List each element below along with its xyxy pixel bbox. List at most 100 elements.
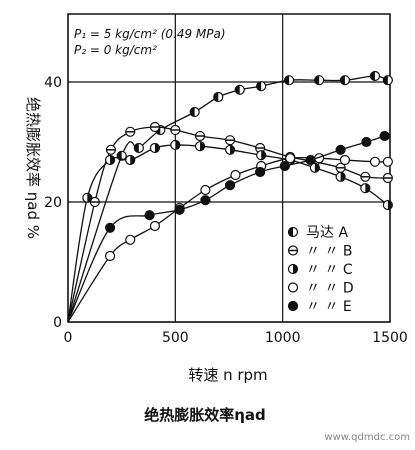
marker (369, 70, 381, 82)
marker-half (340, 75, 345, 85)
marker (133, 142, 144, 154)
legend-label: 〃 〃 E (306, 299, 352, 315)
marker (125, 234, 136, 245)
marker-half (190, 107, 195, 117)
marker-half (365, 183, 370, 193)
marker (379, 130, 390, 142)
y-tick-label: 20 (44, 195, 62, 211)
marker (369, 156, 381, 167)
marker-ring (104, 222, 116, 233)
marker-half (154, 143, 160, 153)
y-axis-label: 绝热膨胀效率 ηad % (24, 97, 42, 239)
marker-ring (369, 156, 381, 167)
marker (382, 172, 393, 184)
marker-half (230, 145, 235, 155)
marker (104, 250, 116, 262)
marker-half (256, 81, 262, 91)
marker-half (387, 200, 393, 210)
legend-bg (284, 298, 384, 315)
marker-ring (174, 204, 185, 215)
marker (255, 166, 266, 178)
annotation: P₁ = 5 kg/cm² (0.49 MPa) (74, 27, 226, 41)
marker-half (383, 75, 388, 85)
marker (104, 222, 116, 233)
legend-bg (284, 224, 384, 241)
marker-half (340, 172, 346, 182)
marker-half (235, 85, 240, 95)
annotation: P₂ = 0 kg/cm² (74, 43, 157, 57)
marker (125, 126, 136, 137)
legend-label: 〃 〃 C (306, 262, 353, 278)
x-tick-label: 0 (64, 330, 73, 346)
marker (256, 81, 267, 92)
legend-label: 马达 A (306, 225, 348, 241)
marker-half (110, 155, 115, 165)
marker (125, 154, 136, 166)
marker (194, 141, 206, 152)
marker (149, 220, 161, 232)
marker (170, 139, 181, 151)
marker-half (370, 71, 375, 81)
caption: 绝热膨胀效率ηad (144, 406, 266, 424)
marker (309, 162, 320, 173)
marker-ring (285, 153, 296, 164)
marker-half (130, 155, 135, 165)
marker-half (261, 150, 266, 160)
marker-half (284, 75, 290, 85)
marker (287, 263, 299, 275)
marker-ring (149, 220, 161, 232)
marker (360, 171, 371, 182)
marker (287, 226, 299, 238)
marker-ring (287, 300, 299, 312)
marker (284, 75, 295, 86)
marker (361, 136, 372, 148)
marker (174, 204, 185, 215)
marker-ring (305, 154, 316, 166)
marker-half (288, 227, 293, 237)
marker (305, 154, 316, 166)
marker (200, 195, 211, 206)
marker (144, 210, 155, 221)
marker (339, 75, 351, 86)
marker-ring (382, 156, 393, 167)
marker (382, 75, 393, 86)
marker-half (293, 264, 298, 274)
marker (382, 156, 393, 167)
marker-ring (224, 180, 236, 191)
legend-label: 〃 〃 B (306, 244, 353, 260)
marker-ring (339, 154, 351, 166)
marker (314, 75, 325, 86)
marker (104, 154, 116, 166)
marker (234, 84, 245, 95)
marker-half (314, 163, 320, 173)
marker (287, 300, 299, 312)
marker (285, 153, 296, 164)
marker (82, 192, 93, 203)
marker (213, 91, 224, 103)
marker-half (175, 140, 180, 150)
marker (105, 144, 117, 155)
legend-label: 〃 〃 D (306, 281, 354, 297)
marker-ring (279, 160, 290, 172)
marker (149, 142, 161, 154)
marker-half (200, 141, 205, 151)
x-tick-label: 1500 (372, 330, 408, 346)
marker-ring (255, 166, 266, 178)
marker (89, 196, 100, 208)
marker (287, 282, 299, 293)
marker-ring (200, 184, 211, 196)
marker-ring (379, 130, 390, 142)
marker-ring (335, 144, 346, 155)
y-tick-label: 40 (44, 75, 62, 91)
y-tick-label: 0 (53, 315, 62, 331)
marker-half (134, 143, 139, 153)
x-tick-label: 500 (162, 330, 189, 346)
marker-half (213, 92, 219, 102)
marker-half (87, 193, 92, 203)
marker (224, 135, 236, 146)
marker (230, 169, 241, 181)
marker (224, 144, 236, 155)
marker (335, 171, 346, 182)
marker (224, 180, 236, 191)
